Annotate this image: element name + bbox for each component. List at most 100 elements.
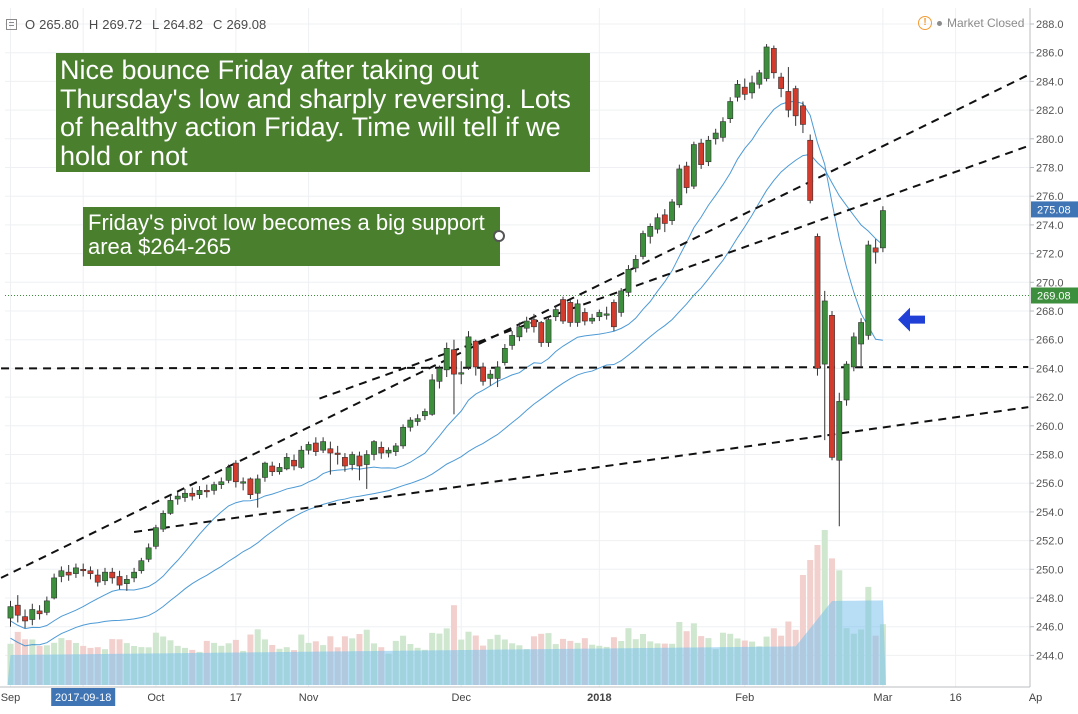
annotation-note-1[interactable]: Nice bounce Friday after taking out Thur… bbox=[56, 53, 590, 172]
candle[interactable] bbox=[349, 451, 356, 471]
y-axis-labels[interactable]: 244.0 246.0 248.0 250.0 252.0 254.0 256.0 258.0… bbox=[1030, 19, 1064, 662]
candle[interactable] bbox=[749, 75, 755, 99]
annotation-note-2[interactable]: Friday's pivot low becomes a big support… bbox=[83, 207, 500, 266]
candle[interactable] bbox=[632, 255, 639, 273]
candle[interactable] bbox=[720, 117, 726, 142]
candle[interactable] bbox=[589, 313, 595, 324]
candle[interactable] bbox=[87, 566, 94, 580]
candle[interactable] bbox=[14, 595, 21, 623]
candle[interactable] bbox=[73, 563, 79, 578]
candle[interactable] bbox=[218, 477, 225, 489]
candle[interactable] bbox=[443, 342, 450, 378]
candle[interactable] bbox=[647, 223, 654, 244]
candle[interactable] bbox=[705, 135, 712, 167]
candle[interactable] bbox=[254, 474, 261, 508]
candle[interactable] bbox=[465, 331, 472, 370]
candle[interactable] bbox=[436, 365, 443, 389]
candle[interactable] bbox=[36, 605, 43, 620]
candle[interactable] bbox=[363, 450, 370, 489]
candle[interactable] bbox=[414, 414, 421, 426]
candle[interactable] bbox=[371, 440, 377, 461]
candle[interactable] bbox=[763, 44, 770, 82]
candle[interactable] bbox=[123, 575, 130, 591]
candle[interactable] bbox=[7, 600, 14, 627]
candle[interactable] bbox=[618, 288, 625, 317]
candle[interactable] bbox=[509, 331, 516, 350]
candle[interactable] bbox=[269, 461, 276, 477]
candle[interactable] bbox=[538, 321, 545, 347]
candle[interactable] bbox=[494, 361, 501, 388]
candle[interactable] bbox=[240, 477, 247, 491]
candle[interactable] bbox=[451, 339, 457, 415]
candle[interactable] bbox=[182, 488, 188, 502]
candle[interactable] bbox=[821, 290, 828, 441]
candle[interactable] bbox=[43, 596, 50, 616]
candle[interactable] bbox=[654, 213, 661, 234]
candle[interactable] bbox=[203, 484, 210, 498]
candle[interactable] bbox=[51, 573, 58, 600]
candle[interactable] bbox=[327, 441, 334, 475]
candle[interactable] bbox=[581, 308, 588, 326]
candle[interactable] bbox=[661, 209, 668, 233]
candle[interactable] bbox=[102, 567, 108, 586]
candle[interactable] bbox=[480, 362, 486, 386]
candle[interactable] bbox=[698, 138, 705, 169]
candle[interactable] bbox=[174, 491, 181, 505]
candle[interactable] bbox=[596, 309, 603, 322]
candle[interactable] bbox=[232, 460, 239, 488]
candle[interactable] bbox=[153, 524, 159, 550]
candle[interactable] bbox=[262, 461, 268, 482]
candle[interactable] bbox=[741, 78, 748, 101]
candle[interactable] bbox=[22, 609, 28, 629]
candle[interactable] bbox=[625, 265, 632, 297]
market-status[interactable]: ! Market Closed bbox=[918, 16, 1024, 30]
candle[interactable] bbox=[487, 369, 494, 386]
candle[interactable] bbox=[611, 299, 617, 332]
candle[interactable] bbox=[131, 567, 137, 583]
candle[interactable] bbox=[640, 230, 646, 260]
candle[interactable] bbox=[189, 487, 196, 501]
candle[interactable] bbox=[305, 441, 312, 455]
candle[interactable] bbox=[80, 563, 87, 577]
candle[interactable] bbox=[560, 296, 566, 324]
candle[interactable] bbox=[603, 306, 610, 320]
candle[interactable] bbox=[167, 496, 174, 515]
candle[interactable] bbox=[792, 85, 799, 126]
candle[interactable] bbox=[807, 134, 814, 204]
candle[interactable] bbox=[676, 164, 683, 208]
candle[interactable] bbox=[727, 97, 734, 124]
candle[interactable] bbox=[312, 437, 319, 456]
candle[interactable] bbox=[378, 441, 385, 459]
candle[interactable] bbox=[734, 79, 741, 102]
candle[interactable] bbox=[392, 443, 399, 456]
x-axis-labels[interactable]: Sep 2017-09-18 Oct 17 Nov Dec 2018 Feb Mar 16 Ap bbox=[1, 688, 1043, 706]
candle[interactable] bbox=[829, 311, 835, 461]
menu-icon[interactable] bbox=[6, 19, 17, 30]
candle[interactable] bbox=[334, 445, 341, 465]
candle[interactable] bbox=[778, 72, 785, 98]
candle[interactable] bbox=[574, 299, 581, 327]
candle[interactable] bbox=[785, 67, 792, 118]
candle[interactable] bbox=[116, 570, 123, 590]
candle[interactable] bbox=[683, 161, 690, 194]
candle[interactable] bbox=[65, 564, 72, 581]
candle[interactable] bbox=[545, 316, 552, 347]
candle[interactable] bbox=[865, 240, 872, 340]
candle[interactable] bbox=[94, 569, 101, 587]
candle[interactable] bbox=[385, 447, 392, 458]
candle[interactable] bbox=[756, 69, 763, 89]
candle[interactable] bbox=[429, 374, 436, 416]
candle[interactable] bbox=[850, 332, 857, 372]
candle[interactable] bbox=[145, 543, 152, 563]
candle[interactable] bbox=[872, 239, 879, 264]
annotation-drag-handle[interactable] bbox=[493, 230, 505, 242]
candle[interactable] bbox=[196, 486, 203, 499]
candle[interactable] bbox=[109, 567, 116, 584]
candle[interactable] bbox=[247, 477, 254, 499]
candle[interactable] bbox=[472, 339, 479, 376]
candle[interactable] bbox=[531, 313, 537, 333]
candle[interactable] bbox=[458, 361, 465, 385]
candles[interactable] bbox=[7, 44, 886, 629]
candle[interactable] bbox=[407, 417, 414, 432]
